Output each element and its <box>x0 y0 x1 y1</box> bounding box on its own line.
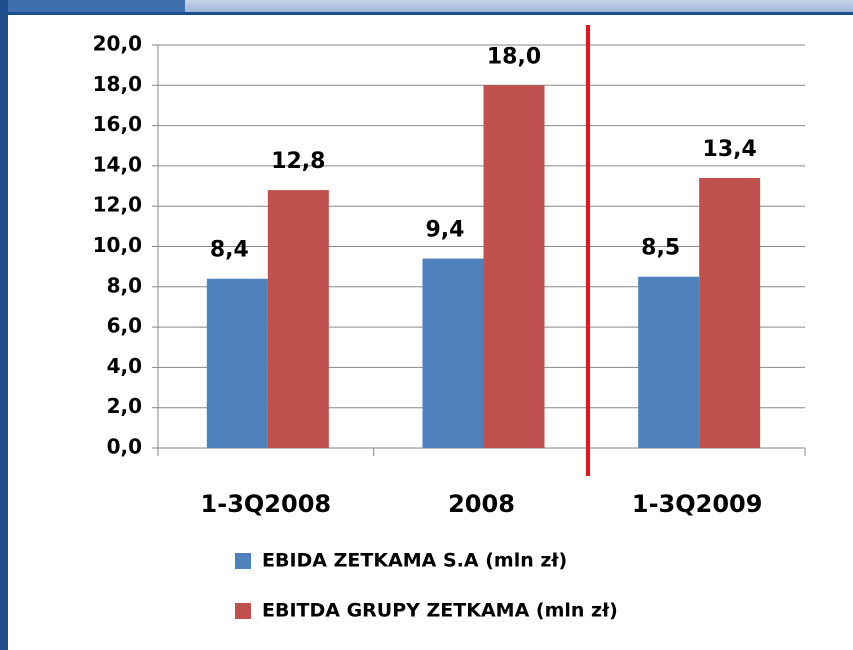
data-label: 12,8 <box>271 149 325 174</box>
bar <box>483 85 545 449</box>
bar <box>638 276 700 448</box>
bar <box>206 278 268 448</box>
y-tick-label: 2,0 <box>107 394 142 418</box>
y-tick-label: 10,0 <box>93 233 142 257</box>
y-tick-label: 14,0 <box>93 152 142 176</box>
top-border <box>0 12 853 15</box>
legend-label: EBITDA GRUPY ZETKAMA (mln zł) <box>262 600 618 622</box>
legend-swatch <box>235 603 251 619</box>
data-label: 9,4 <box>426 218 465 243</box>
top-bar <box>0 0 853 12</box>
bar <box>699 177 761 449</box>
legend-label: EBIDA ZETKAMA S.A (mln zł) <box>262 550 567 572</box>
y-tick-label: 18,0 <box>93 72 142 96</box>
y-tick-label: 6,0 <box>107 314 142 338</box>
legend-swatch <box>235 553 251 569</box>
bar <box>267 190 329 448</box>
plot-area: 0,0 2,0 4,0 6,0 8,0 10,0 12,0 14,0 16,0 18,0 20,0 1… <box>93 32 806 518</box>
y-tick-label: 4,0 <box>107 354 142 378</box>
x-tick-label: 2008 <box>448 490 515 518</box>
y-tick-label: 20,0 <box>93 32 142 56</box>
x-tick-label: 1-3Q2009 <box>632 490 763 518</box>
y-tick-label: 12,0 <box>93 193 142 217</box>
bar <box>422 258 484 448</box>
top-bar-block <box>0 0 185 12</box>
data-label: 18,0 <box>487 44 541 69</box>
data-label: 13,4 <box>703 137 757 162</box>
left-border <box>0 0 8 650</box>
y-tick-label: 8,0 <box>107 273 142 297</box>
y-tick-label: 16,0 <box>93 112 142 136</box>
data-label: 8,5 <box>641 236 680 261</box>
data-label: 8,4 <box>210 238 249 263</box>
y-tick-label: 0,0 <box>107 435 142 459</box>
x-tick-label: 1-3Q2008 <box>201 490 332 518</box>
